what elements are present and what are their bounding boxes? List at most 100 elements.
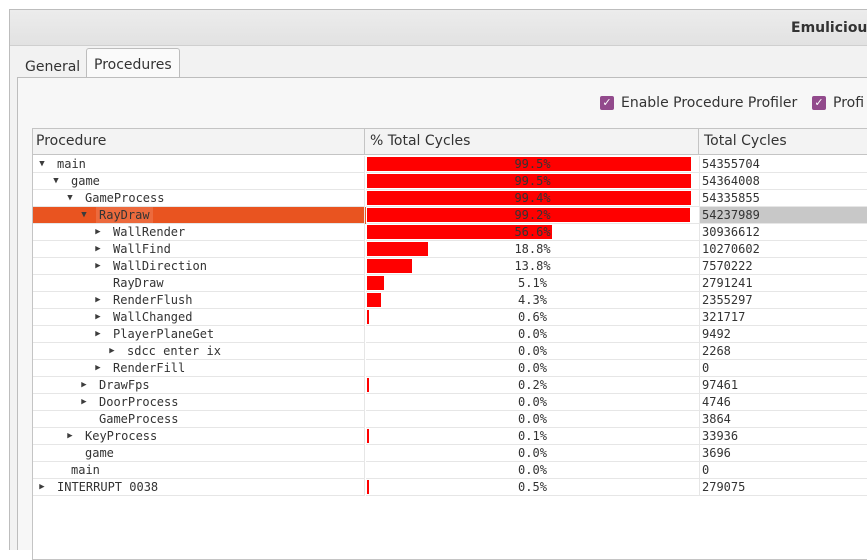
total-cycles-value: 2355297: [700, 292, 867, 309]
collapsed-triangle-icon[interactable]: ▶: [67, 431, 73, 441]
collapsed-triangle-icon[interactable]: ▶: [95, 244, 101, 254]
percent-value: 0.0%: [518, 344, 547, 358]
table-row[interactable]: ▶ PlayerPlaneGet 0.0% 9492: [33, 326, 867, 343]
emulicious-window: Emulicious General Procedures ✓ Enable P…: [9, 9, 867, 560]
profile-option-checkbox[interactable]: ✓ Profi: [812, 95, 864, 111]
enable-profiler-checkbox[interactable]: ✓ Enable Procedure Profiler: [600, 95, 797, 111]
table-row[interactable]: ▼ game 99.5% 54364008: [33, 173, 867, 190]
table-row[interactable]: game 0.0% 3696: [33, 445, 867, 462]
table-row[interactable]: ▶ sdcc enter ix 0.0% 2268: [33, 343, 867, 360]
tab-general[interactable]: General: [25, 59, 81, 75]
procedure-name: WallRender: [113, 225, 186, 239]
collapsed-triangle-icon[interactable]: ▶: [95, 261, 101, 271]
percent-bar: [367, 174, 691, 188]
percent-value: 0.0%: [518, 361, 547, 375]
total-cycles-value: 9492: [700, 326, 867, 343]
collapsed-triangle-icon[interactable]: ▶: [81, 397, 87, 407]
table-row[interactable]: ▶ WallRender 56.6% 30936612: [33, 224, 867, 241]
percent-value: 56.6%: [514, 225, 551, 239]
percent-value: 0.0%: [518, 327, 547, 341]
percent-value: 99.2%: [514, 208, 551, 222]
procedure-name: game: [71, 174, 100, 188]
procedure-name: RayDraw: [113, 276, 164, 290]
checkbox-checked-icon[interactable]: ✓: [600, 96, 614, 110]
table-row[interactable]: ▼ main 99.5% 54355704: [33, 156, 867, 173]
title-bar[interactable]: Emulicious: [10, 10, 867, 46]
total-cycles-value: 54364008: [700, 173, 867, 190]
procedure-cell: game: [33, 445, 365, 462]
tab-procedures[interactable]: Procedures: [86, 48, 180, 79]
table-row[interactable]: GameProcess 0.0% 3864: [33, 411, 867, 428]
procedure-cell: ▼ GameProcess: [33, 190, 365, 207]
collapsed-triangle-icon[interactable]: ▶: [81, 380, 87, 390]
procedure-name: GameProcess: [99, 412, 179, 426]
total-cycles-value: 0: [700, 360, 867, 377]
expanded-triangle-icon[interactable]: ▼: [81, 210, 87, 220]
table-row[interactable]: ▼ GameProcess 99.4% 54335855: [33, 190, 867, 207]
percent-value: 99.4%: [514, 191, 551, 205]
percent-value: 0.0%: [518, 395, 547, 409]
procedure-cell: ▶ DoorProcess: [33, 394, 365, 411]
procedure-cell: ▶ sdcc enter ix: [33, 343, 365, 360]
collapsed-triangle-icon[interactable]: ▶: [39, 482, 45, 492]
expanded-triangle-icon[interactable]: ▼: [53, 176, 59, 186]
percent-cell: 99.2%: [366, 207, 700, 224]
table-row[interactable]: RayDraw 5.1% 2791241: [33, 275, 867, 292]
table-row[interactable]: ▶ WallFind 18.8% 10270602: [33, 241, 867, 258]
table-row[interactable]: ▶ RenderFlush 4.3% 2355297: [33, 292, 867, 309]
collapsed-triangle-icon[interactable]: ▶: [95, 295, 101, 305]
procedure-name: WallDirection: [113, 259, 207, 273]
total-cycles-value: 33936: [700, 428, 867, 445]
percent-value: 0.0%: [518, 446, 547, 460]
checkbox-checked-icon[interactable]: ✓: [812, 96, 826, 110]
procedure-name: RayDraw: [96, 207, 153, 223]
column-header-total-cycles[interactable]: Total Cycles: [704, 133, 787, 149]
collapsed-triangle-icon[interactable]: ▶: [109, 346, 115, 356]
procedure-cell: main: [33, 462, 365, 479]
procedure-cell: ▶ RenderFill: [33, 360, 365, 377]
procedure-cell: ▶ INTERRUPT 0038: [33, 479, 365, 496]
total-cycles-value: 0: [700, 462, 867, 479]
collapsed-triangle-icon[interactable]: ▶: [95, 227, 101, 237]
percent-value: 4.3%: [518, 293, 547, 307]
percent-value: 0.5%: [518, 480, 547, 494]
table-row[interactable]: ▶ DrawFps 0.2% 97461: [33, 377, 867, 394]
percent-bar: [367, 191, 691, 205]
total-cycles-value: 2268: [700, 343, 867, 360]
table-row[interactable]: ▶ DoorProcess 0.0% 4746: [33, 394, 867, 411]
total-cycles-value: 279075: [700, 479, 867, 496]
total-cycles-value: 10270602: [700, 241, 867, 258]
procedure-name: RenderFill: [113, 361, 186, 375]
percent-bar: [367, 480, 369, 494]
collapsed-triangle-icon[interactable]: ▶: [95, 363, 101, 373]
enable-profiler-label: Enable Procedure Profiler: [621, 95, 798, 111]
column-header-procedure[interactable]: Procedure: [33, 129, 365, 154]
percent-value: 0.0%: [518, 412, 547, 426]
procedure-cell: RayDraw: [33, 275, 365, 292]
expanded-triangle-icon[interactable]: ▼: [39, 159, 45, 169]
procedure-cell: ▶ RenderFlush: [33, 292, 365, 309]
table-row[interactable]: ▼ RayDraw 99.2% 54237989: [33, 207, 867, 224]
column-header-percent[interactable]: % Total Cycles: [367, 129, 699, 154]
procedure-tree-table[interactable]: Procedure % Total Cycles Total Cycles ▼ m…: [32, 128, 867, 560]
procedure-cell: ▶ KeyProcess: [33, 428, 365, 445]
expanded-triangle-icon[interactable]: ▼: [67, 193, 73, 203]
collapsed-triangle-icon[interactable]: ▶: [95, 329, 101, 339]
percent-value: 99.5%: [514, 157, 551, 171]
procedure-name: DoorProcess: [99, 395, 179, 409]
collapsed-triangle-icon[interactable]: ▶: [95, 312, 101, 322]
table-row[interactable]: ▶ WallDirection 13.8% 7570222: [33, 258, 867, 275]
percent-cell: 0.2%: [366, 377, 700, 394]
percent-value: 0.2%: [518, 378, 547, 392]
percent-bar: [367, 259, 412, 273]
table-row[interactable]: ▶ WallChanged 0.6% 321717: [33, 309, 867, 326]
percent-cell: 56.6%: [366, 224, 700, 241]
total-cycles-value: 321717: [700, 309, 867, 326]
table-row[interactable]: ▶ KeyProcess 0.1% 33936: [33, 428, 867, 445]
percent-cell: 0.0%: [366, 326, 700, 343]
table-row[interactable]: ▶ INTERRUPT 0038 0.5% 279075: [33, 479, 867, 496]
procedure-name: WallChanged: [113, 310, 193, 324]
table-row[interactable]: ▶ RenderFill 0.0% 0: [33, 360, 867, 377]
percent-cell: 0.0%: [366, 445, 700, 462]
table-row[interactable]: main 0.0% 0: [33, 462, 867, 479]
